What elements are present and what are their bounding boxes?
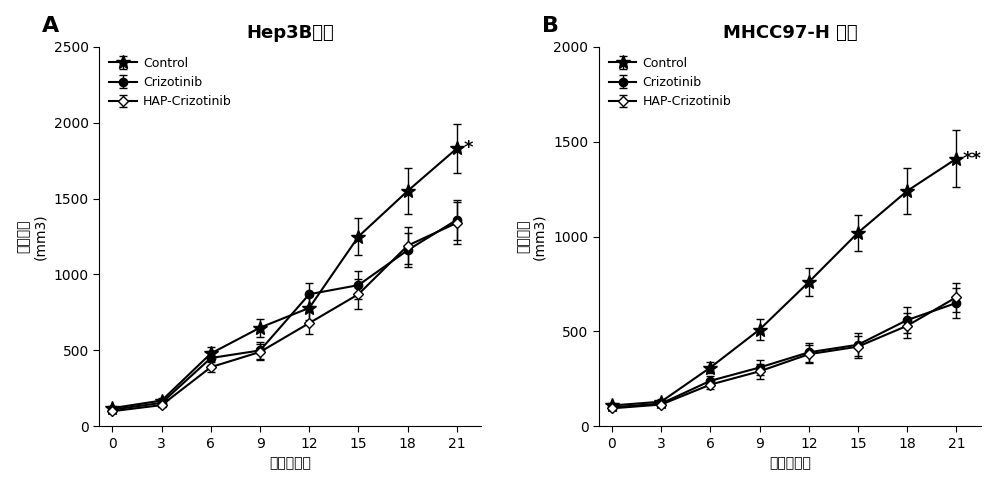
X-axis label: 治疗后天数: 治疗后天数	[769, 456, 811, 470]
Text: *: *	[463, 139, 473, 157]
Legend: Control, Crizotinib, HAP-Crizotinib: Control, Crizotinib, HAP-Crizotinib	[605, 53, 735, 112]
Text: A: A	[42, 16, 59, 37]
Text: **: **	[963, 150, 982, 168]
Y-axis label: 肿瘾体积
(mm3): 肿瘾体积 (mm3)	[516, 213, 546, 260]
Title: MHCC97-H 肿瘾: MHCC97-H 肿瘾	[723, 24, 857, 42]
Text: B: B	[542, 16, 559, 37]
X-axis label: 治疗后天数: 治疗后天数	[269, 456, 311, 470]
Title: Hep3B肿瘾: Hep3B肿瘾	[247, 24, 334, 42]
Legend: Control, Crizotinib, HAP-Crizotinib: Control, Crizotinib, HAP-Crizotinib	[106, 53, 236, 112]
Y-axis label: 肿瘾体积
(mm3): 肿瘾体积 (mm3)	[17, 213, 47, 260]
